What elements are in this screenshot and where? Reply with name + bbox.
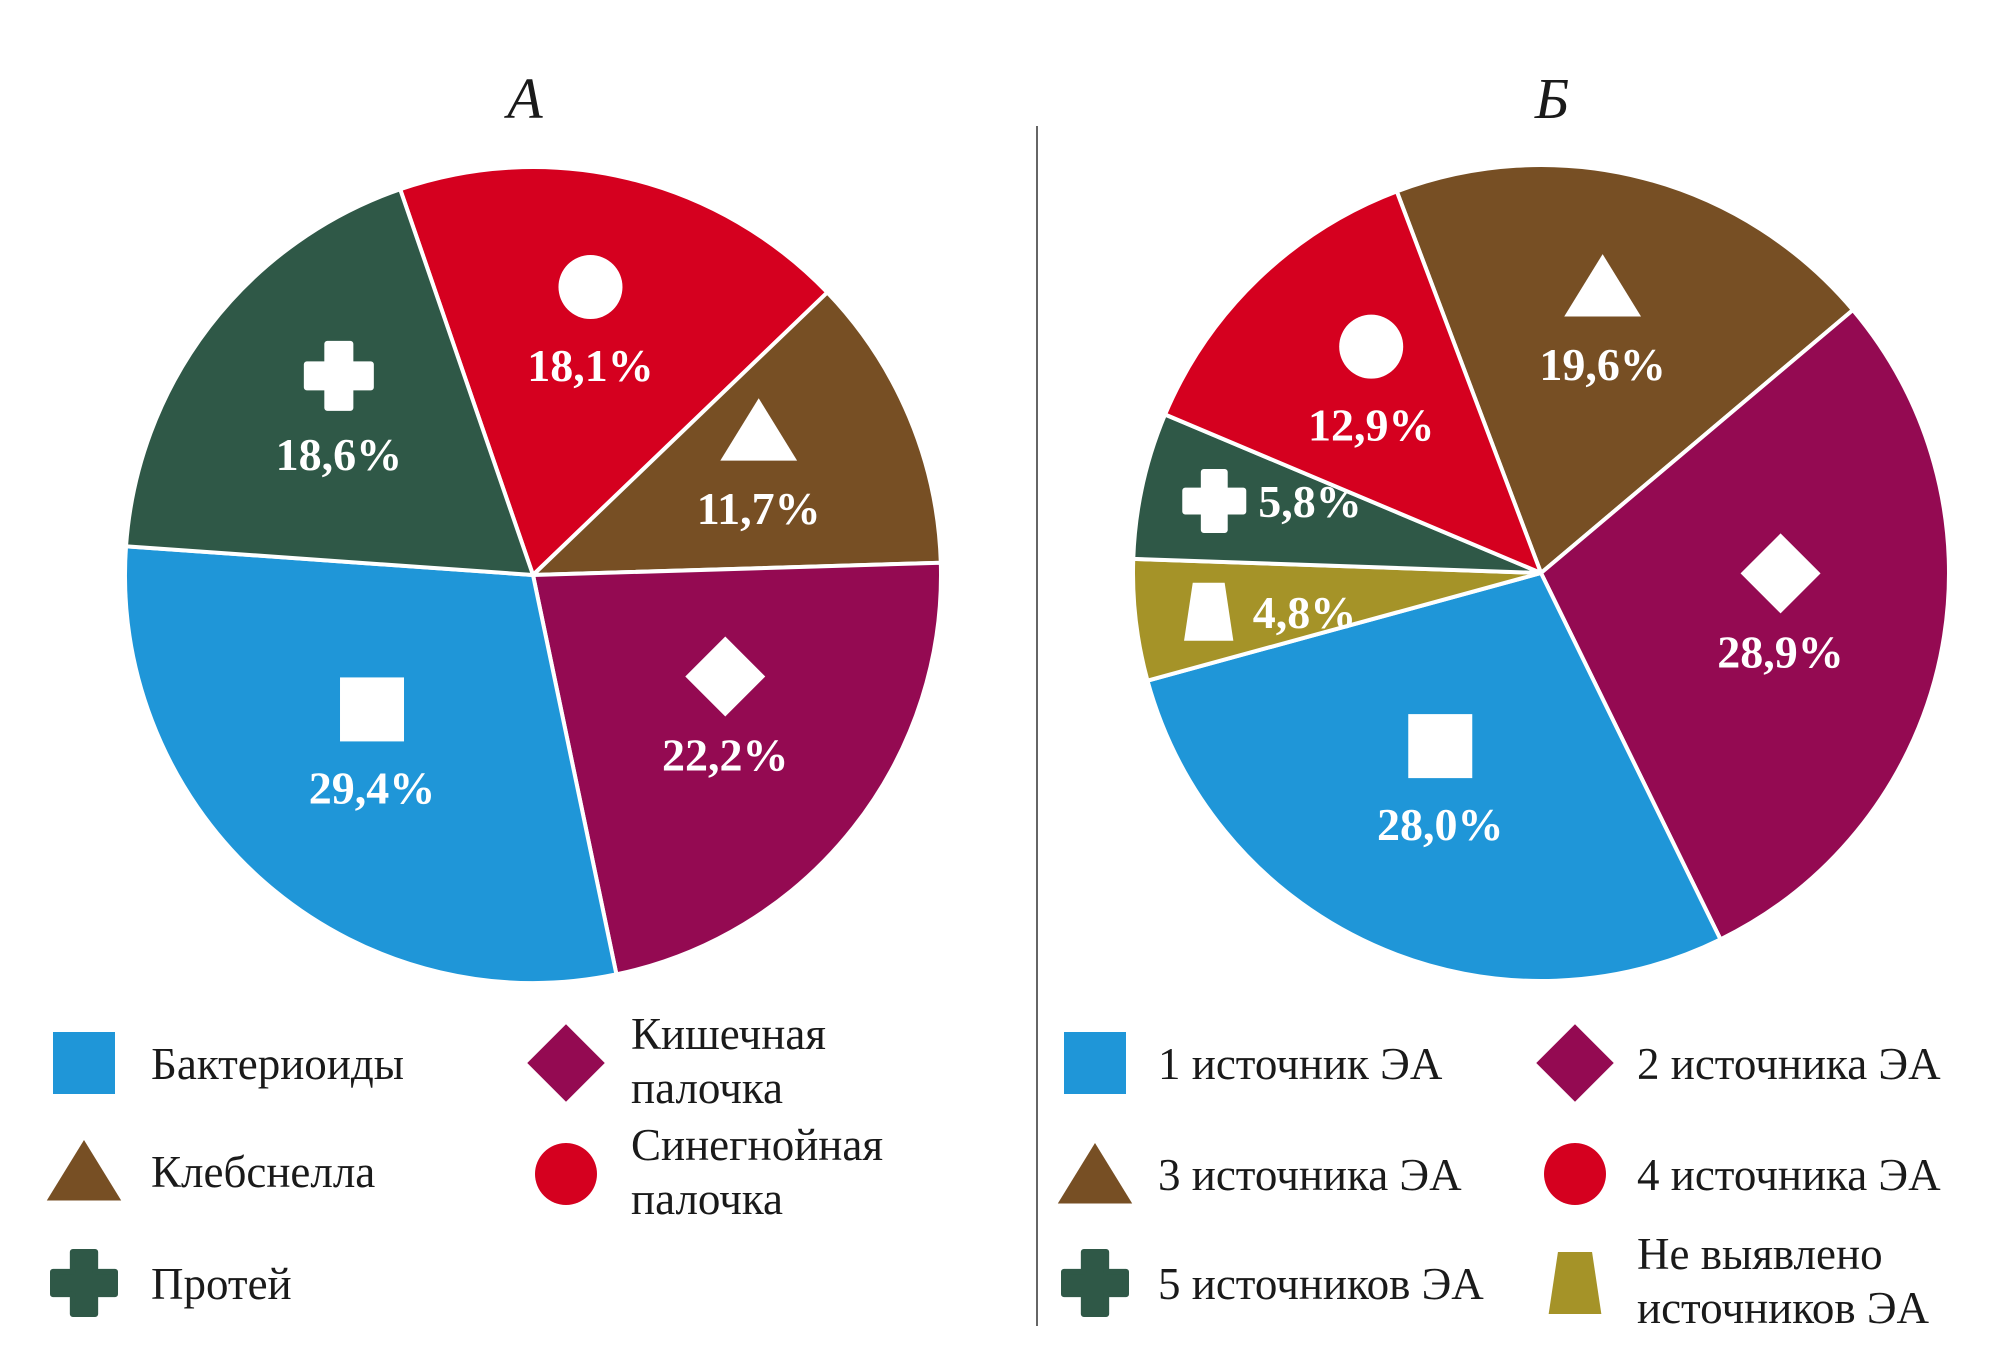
slice-value-label: 28,0% (1377, 799, 1504, 850)
legend-label: 4 источника ЭА (1637, 1150, 1941, 1200)
legend-label: Протей (151, 1259, 292, 1309)
legend-label: 3 источника ЭА (1158, 1150, 1462, 1200)
legend-item: 5 источников ЭА (1061, 1249, 1484, 1317)
square-icon (340, 677, 405, 742)
cross-icon (1182, 469, 1247, 534)
legend-label: палочка (631, 1063, 783, 1113)
chart-title: А (503, 66, 543, 131)
legend-label: палочка (631, 1174, 783, 1224)
circle-icon (558, 255, 623, 320)
triangle-icon (1564, 254, 1642, 317)
slice-value-label: 28,9% (1717, 626, 1844, 677)
slice-value-label: 22,2% (662, 730, 789, 781)
slice-value-label: 11,7% (697, 483, 821, 534)
legend-item: 2 источника ЭА (1536, 1024, 1941, 1102)
legend-item: Протей (50, 1249, 292, 1317)
pie-slice (1538, 307, 1951, 943)
triangle-icon (720, 398, 798, 461)
legend-label: Бактериоиды (151, 1039, 404, 1089)
square-icon (1064, 1032, 1126, 1094)
legend-item: Бактериоиды (53, 1032, 404, 1094)
slice-value-label: 29,4% (309, 762, 436, 813)
circle-icon (1339, 314, 1404, 379)
diamond-icon (1536, 1024, 1614, 1102)
trapezoid-icon (1548, 1252, 1602, 1314)
pie-chart-2: Б19,6%28,9%28,0%4,8%5,8%12,9% (1130, 66, 1951, 983)
cross-icon (50, 1249, 118, 1317)
legend-label: 1 источник ЭА (1158, 1039, 1443, 1089)
diamond-icon (527, 1024, 605, 1102)
square-icon (53, 1032, 115, 1094)
diamond-icon (685, 636, 766, 717)
circle-icon (1544, 1143, 1606, 1205)
slice-value-label: 19,6% (1539, 339, 1666, 390)
triangle-icon (46, 1140, 122, 1201)
legend-item: 4 источника ЭА (1544, 1143, 1941, 1205)
cross-icon (303, 340, 374, 411)
slice-value-label: 18,1% (527, 340, 654, 391)
pie-slice (397, 165, 831, 579)
legend-item: 3 источника ЭА (1057, 1143, 1462, 1204)
slice-value-label: 12,9% (1308, 400, 1435, 451)
diamond-icon (1740, 533, 1821, 614)
chart-title: Б (1534, 66, 1569, 131)
pie-chart-1: А 18,1% 11,7% 22,2% 29,4% 18,6% (123, 66, 943, 985)
trapezoid-icon (1184, 582, 1234, 641)
square-icon (1408, 714, 1473, 779)
pie-slice (1394, 163, 1856, 577)
legend-label: 5 источников ЭА (1158, 1259, 1484, 1309)
legend-item: 1 источник ЭА (1064, 1032, 1443, 1094)
legend-label: 2 источника ЭА (1637, 1039, 1941, 1089)
circle-icon (535, 1143, 597, 1205)
pie-slice (530, 560, 943, 977)
legend-label: источников ЭА (1637, 1283, 1930, 1333)
legend-label: Не выявлено (1637, 1229, 1883, 1279)
pie-slice (123, 544, 619, 985)
slice-value-label: 18,6% (276, 429, 403, 480)
legend: 1 источник ЭА 2 источника ЭА 3 источника Э… (1057, 1024, 1941, 1333)
legend-label: Синегнойная (631, 1120, 883, 1170)
pie-slice (1162, 188, 1545, 577)
cross-icon (1061, 1249, 1129, 1317)
legend: БактериоидыКишечнаяпалочкаКлебснеллаСине… (46, 1009, 883, 1317)
legend-label: Клебснелла (151, 1147, 375, 1197)
legend-item: Клебснелла (46, 1140, 375, 1201)
triangle-icon (1057, 1143, 1133, 1204)
legend-label: Кишечная (631, 1009, 826, 1059)
slice-value-label: 4,8% (1253, 587, 1357, 638)
pie-slice (1131, 411, 1542, 575)
